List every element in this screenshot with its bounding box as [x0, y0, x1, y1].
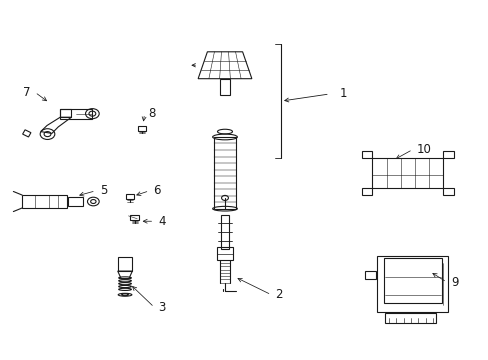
- Text: 2: 2: [275, 288, 282, 301]
- Bar: [130, 215, 139, 220]
- Bar: [217, 247, 233, 260]
- Bar: [361, 188, 372, 194]
- Bar: [372, 158, 442, 188]
- Bar: [383, 258, 441, 303]
- Bar: [377, 256, 447, 312]
- Text: 4: 4: [158, 215, 165, 228]
- Bar: [125, 194, 134, 199]
- Bar: [385, 313, 435, 323]
- Bar: [214, 137, 235, 209]
- Bar: [219, 79, 230, 95]
- Bar: [442, 188, 453, 194]
- Bar: [68, 197, 83, 206]
- Text: 3: 3: [158, 301, 165, 314]
- Bar: [220, 215, 229, 249]
- Bar: [22, 195, 67, 208]
- Bar: [442, 151, 453, 158]
- Bar: [138, 126, 146, 131]
- Text: 1: 1: [339, 87, 346, 100]
- Bar: [118, 257, 132, 271]
- Text: 9: 9: [450, 276, 457, 289]
- Text: 8: 8: [148, 107, 156, 120]
- Text: 6: 6: [153, 184, 161, 197]
- Text: 5: 5: [100, 184, 107, 197]
- Text: 10: 10: [416, 143, 430, 156]
- Bar: [361, 151, 372, 158]
- Bar: [61, 109, 92, 119]
- Bar: [365, 271, 375, 279]
- Text: 7: 7: [23, 86, 31, 99]
